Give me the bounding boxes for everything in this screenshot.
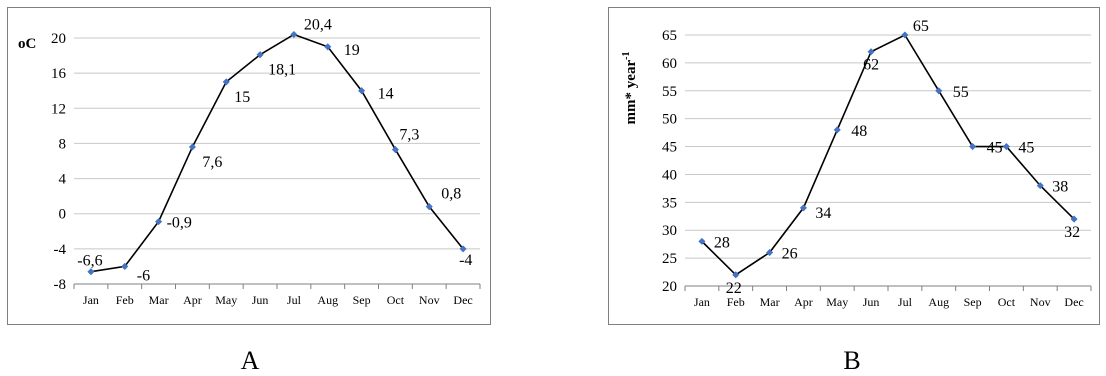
chart-a-xtick-label: Jun	[252, 293, 269, 307]
chart-a-ytick-label: 16	[51, 66, 67, 82]
chart-a-data-label: 14	[378, 86, 394, 103]
chart-a-panel: -8 -4 0 4 8 12 16 20 Jan Feb Mar Apr May Jun Jul Aug Sep…	[7, 7, 491, 325]
chart-b-data-label: 32	[1064, 224, 1080, 241]
chart-b-data-label: 48	[851, 123, 867, 140]
chart-b-xtick-label: Apr	[794, 295, 813, 309]
chart-a-data-point	[391, 146, 399, 154]
chart-b-data-label: 34	[815, 205, 831, 222]
chart-b-ytick-label: 60	[662, 56, 677, 72]
chart-a-data-label: 7,6	[202, 154, 222, 171]
chart-b-ytick-label: 30	[662, 223, 677, 239]
chart-b-panel: 20 25 30 35 40 45 50 55 60 65 Jan Feb Mar Apr May Jun Ju…	[608, 7, 1100, 325]
chart-a-xtick-label: Dec	[453, 293, 472, 307]
chart-b-xtick-label: Nov	[1030, 295, 1051, 309]
chart-b-data-point	[732, 271, 740, 279]
chart-b-data-label: 28	[714, 234, 730, 251]
chart-a-data-label: -6,6	[77, 253, 102, 270]
chart-a-series-line	[90, 33, 464, 273]
chart-b-xtick-label: Sep	[964, 295, 982, 309]
chart-a-data-label: -0,9	[167, 215, 192, 232]
chart-b-data-point	[935, 87, 943, 95]
chart-a-data-point	[87, 268, 95, 276]
caption-b: B	[843, 346, 861, 375]
chart-a-data-label: 18,1	[268, 62, 296, 79]
chart-a-xtick-label: Sep	[353, 293, 371, 307]
chart-a-xtick-label: Feb	[116, 293, 134, 307]
chart-a-data-point	[188, 143, 196, 151]
chart-b-xtick-label: Jul	[898, 295, 913, 309]
chart-b: 20 25 30 35 40 45 50 55 60 65 Jan Feb Mar Apr May Jun Ju…	[621, 18, 1092, 309]
caption-a: A	[240, 346, 260, 375]
chart-a-data-label: 7,3	[399, 127, 419, 144]
chart-a-ytick-label: 20	[51, 31, 66, 47]
chart-a-ytick-label: 4	[59, 172, 67, 188]
chart-b-xtick-label: May	[826, 295, 848, 309]
chart-a-y-axis-label: oC	[18, 36, 36, 52]
chart-b-data-point	[969, 143, 977, 151]
chart-a-xtick-label: Mar	[149, 293, 169, 307]
chart-a-xtick-label: Apr	[183, 293, 202, 307]
chart-a: -8 -4 0 4 8 12 16 20 Jan Feb Mar Apr May Jun Jul Aug Sep…	[18, 16, 481, 307]
chart-a-xtick-label: Jul	[287, 293, 302, 307]
chart-b-ytick-label: 65	[662, 28, 677, 44]
chart-a-data-point	[358, 87, 366, 95]
chart-b-data-label: 45	[1018, 140, 1034, 157]
chart-a-data-label: 20,4	[304, 16, 332, 33]
chart-a-ytick-label: 0	[59, 207, 67, 223]
chart-b-data-label: 65	[913, 18, 929, 35]
chart-a-data-label: -4	[459, 252, 472, 269]
chart-a-xtick-label: Jan	[83, 293, 99, 307]
chart-b-data-label: 62	[863, 57, 879, 74]
chart-a-data-point	[425, 203, 433, 211]
chart-b-data-point	[833, 126, 841, 134]
chart-b-xtick-label: Dec	[1064, 295, 1083, 309]
chart-a-data-point	[222, 78, 230, 86]
chart-a-xtick-label: Aug	[317, 293, 338, 307]
chart-b-y-axis-label-superscript: -1	[621, 52, 632, 60]
chart-b-data-point	[799, 204, 807, 212]
chart-b-ytick-label: 25	[662, 251, 677, 267]
chart-a-data-point	[324, 43, 332, 51]
chart-b-xtick-label: Oct	[998, 295, 1016, 309]
chart-b-ytick-label: 45	[662, 140, 677, 156]
chart-b-series-line	[701, 33, 1075, 276]
chart-b-xtick-label: Jan	[694, 295, 710, 309]
chart-b-ytick-label: 50	[662, 112, 677, 128]
chart-a-ytick-label: -8	[54, 277, 67, 293]
chart-a-xtick-label: Nov	[419, 293, 440, 307]
chart-b-data-label: 45	[987, 140, 1003, 157]
chart-a-data-point	[155, 218, 163, 226]
chart-a-data-point	[459, 245, 467, 253]
chart-b-xtick-label: Jun	[863, 295, 880, 309]
chart-a-data-label: 19	[344, 42, 360, 59]
chart-b-data-label: 26	[782, 246, 798, 263]
chart-b-data-point	[901, 31, 909, 39]
chart-a-ytick-label: 12	[51, 101, 66, 117]
chart-b-xtick-label: Feb	[727, 295, 745, 309]
chart-b-data-point	[867, 48, 875, 56]
chart-a-ytick-label: 8	[59, 136, 67, 152]
chart-a-xtick-label: May	[215, 293, 237, 307]
chart-a-data-label: 15	[234, 89, 250, 106]
chart-b-xtick-label: Aug	[928, 295, 949, 309]
chart-b-data-label: 38	[1052, 179, 1068, 196]
chart-b-ytick-label: 55	[662, 84, 677, 100]
chart-b-data-point	[766, 248, 774, 257]
chart-a-data-label: -6	[137, 267, 150, 284]
chart-a-data-label: 0,8	[441, 186, 461, 203]
chart-a-ytick-label: -4	[54, 242, 67, 258]
chart-b-data-label: 55	[953, 84, 969, 101]
chart-b-ytick-label: 40	[662, 167, 677, 183]
chart-b-xtick-label: Mar	[760, 295, 780, 309]
chart-b-ytick-label: 35	[662, 195, 677, 211]
chart-a-data-point	[290, 30, 298, 39]
chart-b-ytick-label: 20	[662, 279, 677, 295]
chart-b-y-axis-label: mm* year-1	[621, 52, 639, 125]
chart-a-xtick-label: Oct	[387, 293, 405, 307]
chart-b-data-label: 22	[726, 280, 742, 297]
